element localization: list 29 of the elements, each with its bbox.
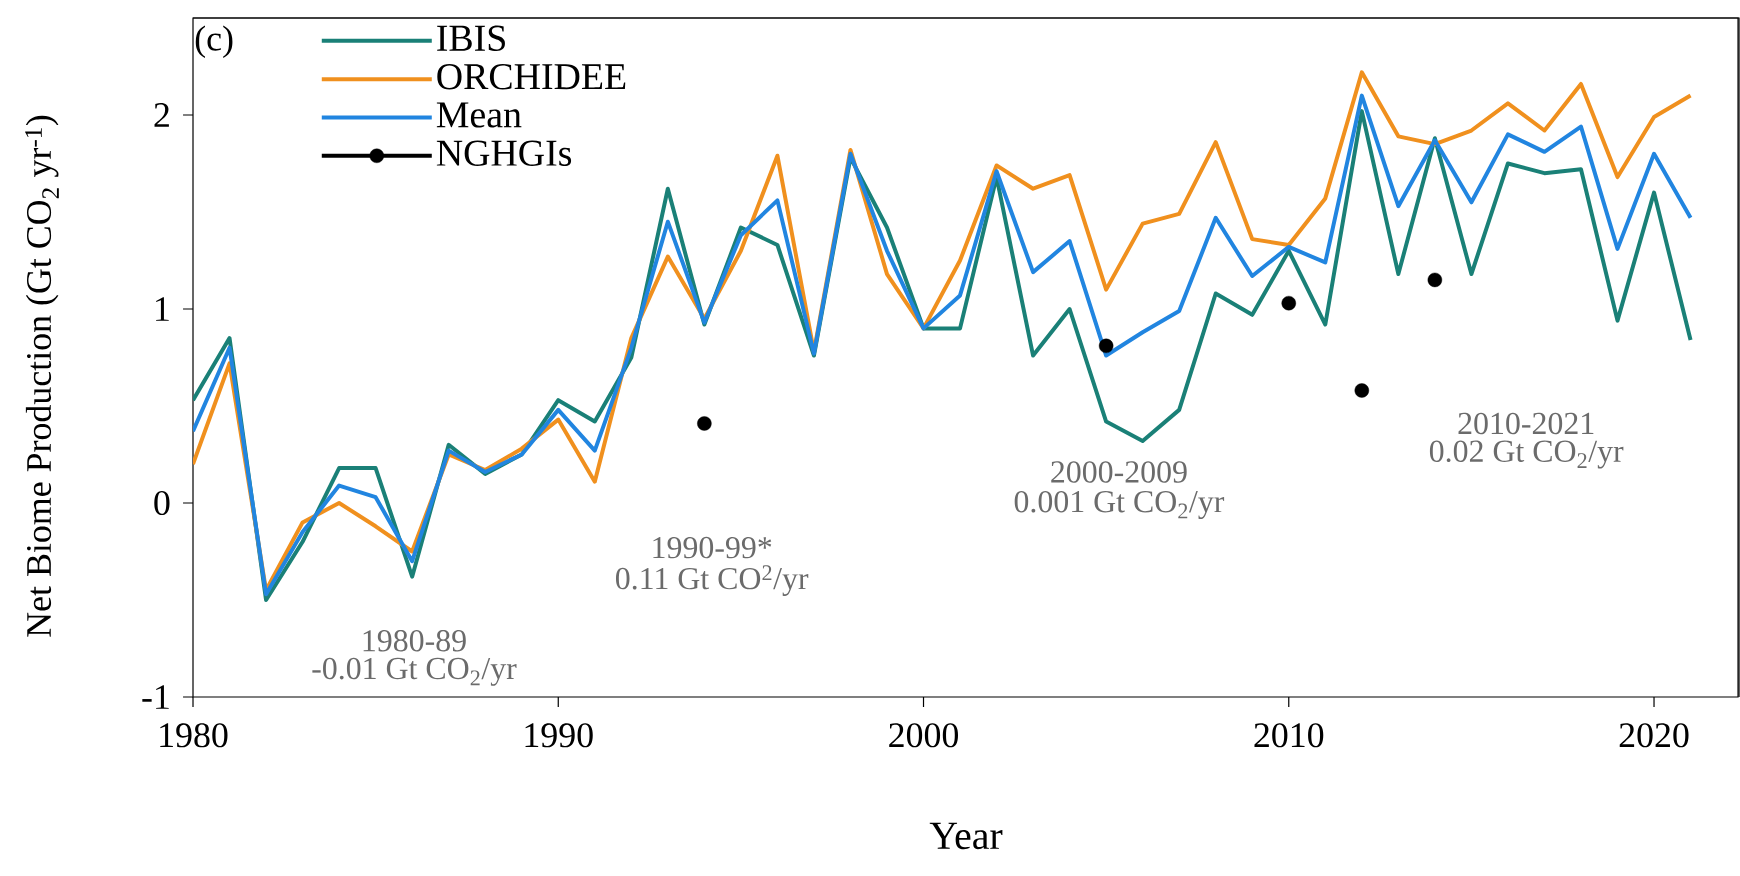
annotation: 0.02 Gt CO$_{2}$/yr bbox=[1429, 440, 1624, 469]
annotation: 0.001 Gt CO$_{2}$/yr bbox=[1014, 490, 1225, 519]
x-tick-label: 2000 bbox=[889, 723, 959, 748]
x-tick-label: 1980 bbox=[160, 723, 228, 748]
x-axis-title: Year bbox=[929, 822, 1003, 850]
point bbox=[1427, 272, 1443, 288]
annotation: 1990-99* bbox=[653, 536, 772, 559]
x-tick-label: 2010 bbox=[1254, 723, 1324, 748]
annotation: 2000-2009 bbox=[1051, 461, 1187, 483]
y-axis-title: Net Biome Production (Gt CO$_{2}$ yr$^{-1}$) bbox=[25, 115, 59, 637]
y-tick-label: -1 bbox=[142, 685, 169, 709]
y-tick-label: 2 bbox=[154, 103, 169, 127]
point bbox=[1098, 338, 1114, 354]
legend-label: Mean bbox=[436, 102, 522, 128]
legend-label: IBIS bbox=[437, 25, 505, 52]
annotation: 1980-89 bbox=[363, 629, 466, 652]
point bbox=[1354, 383, 1370, 398]
x-tick-label: 1990 bbox=[525, 723, 593, 748]
legend-label: ORCHIDEE bbox=[437, 64, 626, 90]
legend-label: NGHGIs bbox=[436, 140, 572, 166]
point bbox=[697, 416, 712, 431]
annotation: 0.11 Gt CO$^{2}$/yr bbox=[615, 565, 809, 596]
y-tick-label: 1 bbox=[156, 297, 169, 321]
annotation: (c) bbox=[195, 25, 233, 59]
point bbox=[1281, 295, 1296, 311]
annotation: 2010-2021 bbox=[1458, 412, 1594, 435]
x-tick-label: 2020 bbox=[1619, 723, 1689, 748]
annotation: -0.01 Gt CO$_{2}$/yr bbox=[312, 657, 517, 686]
y-tick-label: 0 bbox=[154, 490, 170, 516]
